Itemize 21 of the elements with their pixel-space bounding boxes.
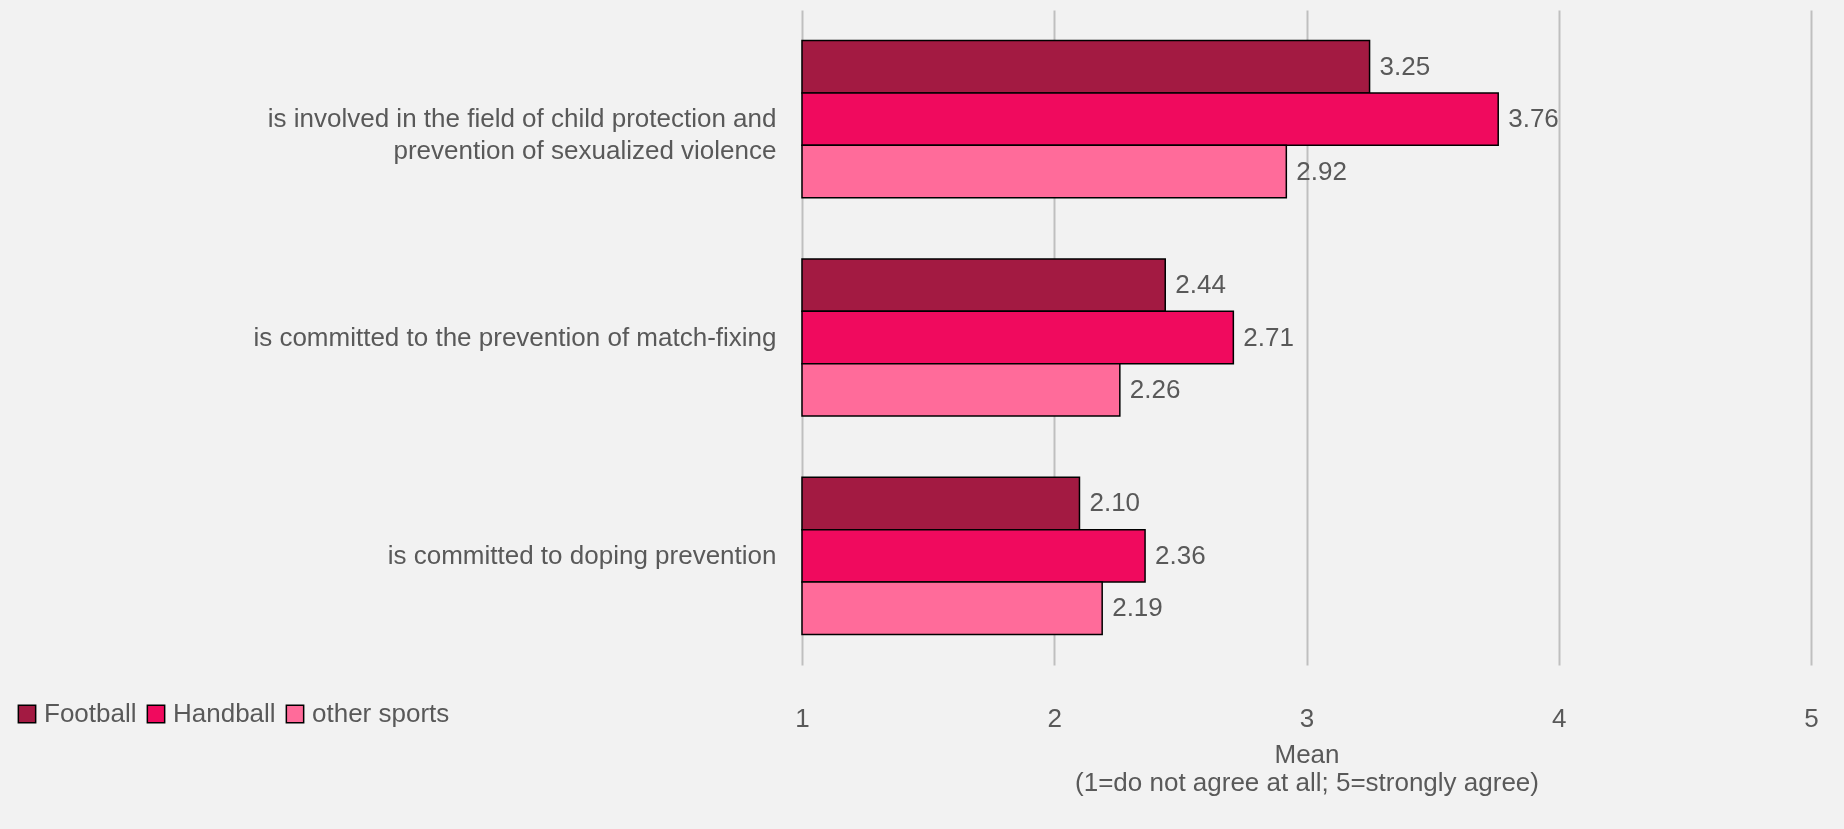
- x-tick-label: 1: [795, 702, 810, 733]
- x-axis-title: Mean (1=do not agree at all; 5=strongly agree): [1075, 738, 1539, 797]
- y-tick-label: is committed to the prevention of match-fixing: [253, 321, 777, 352]
- data-label: 2.92: [1296, 155, 1347, 186]
- legend-label: Handball: [173, 698, 276, 728]
- data-label: 2.10: [1089, 487, 1141, 518]
- legend-label: Football: [44, 698, 137, 728]
- x-tick-label: 5: [1804, 702, 1819, 733]
- x-tick-label: 3: [1299, 702, 1315, 733]
- data-label: 2.71: [1243, 321, 1294, 352]
- data-label: 2.26: [1129, 373, 1181, 404]
- x-tick-label: 4: [1552, 702, 1567, 733]
- data-label: 2.19: [1112, 592, 1163, 623]
- data-label: 2.44: [1175, 269, 1226, 300]
- data-label: 3.76: [1508, 103, 1559, 134]
- data-label: 2.36: [1155, 539, 1206, 570]
- x-tick-label: 2: [1047, 702, 1062, 733]
- y-tick-label: is committed to doping prevention: [387, 539, 777, 570]
- legend-label: other sports: [312, 698, 450, 728]
- y-tick-label: is involved in the field of child protection and prevention of sexualized violence: [267, 103, 777, 166]
- data-label: 3.25: [1379, 50, 1431, 81]
